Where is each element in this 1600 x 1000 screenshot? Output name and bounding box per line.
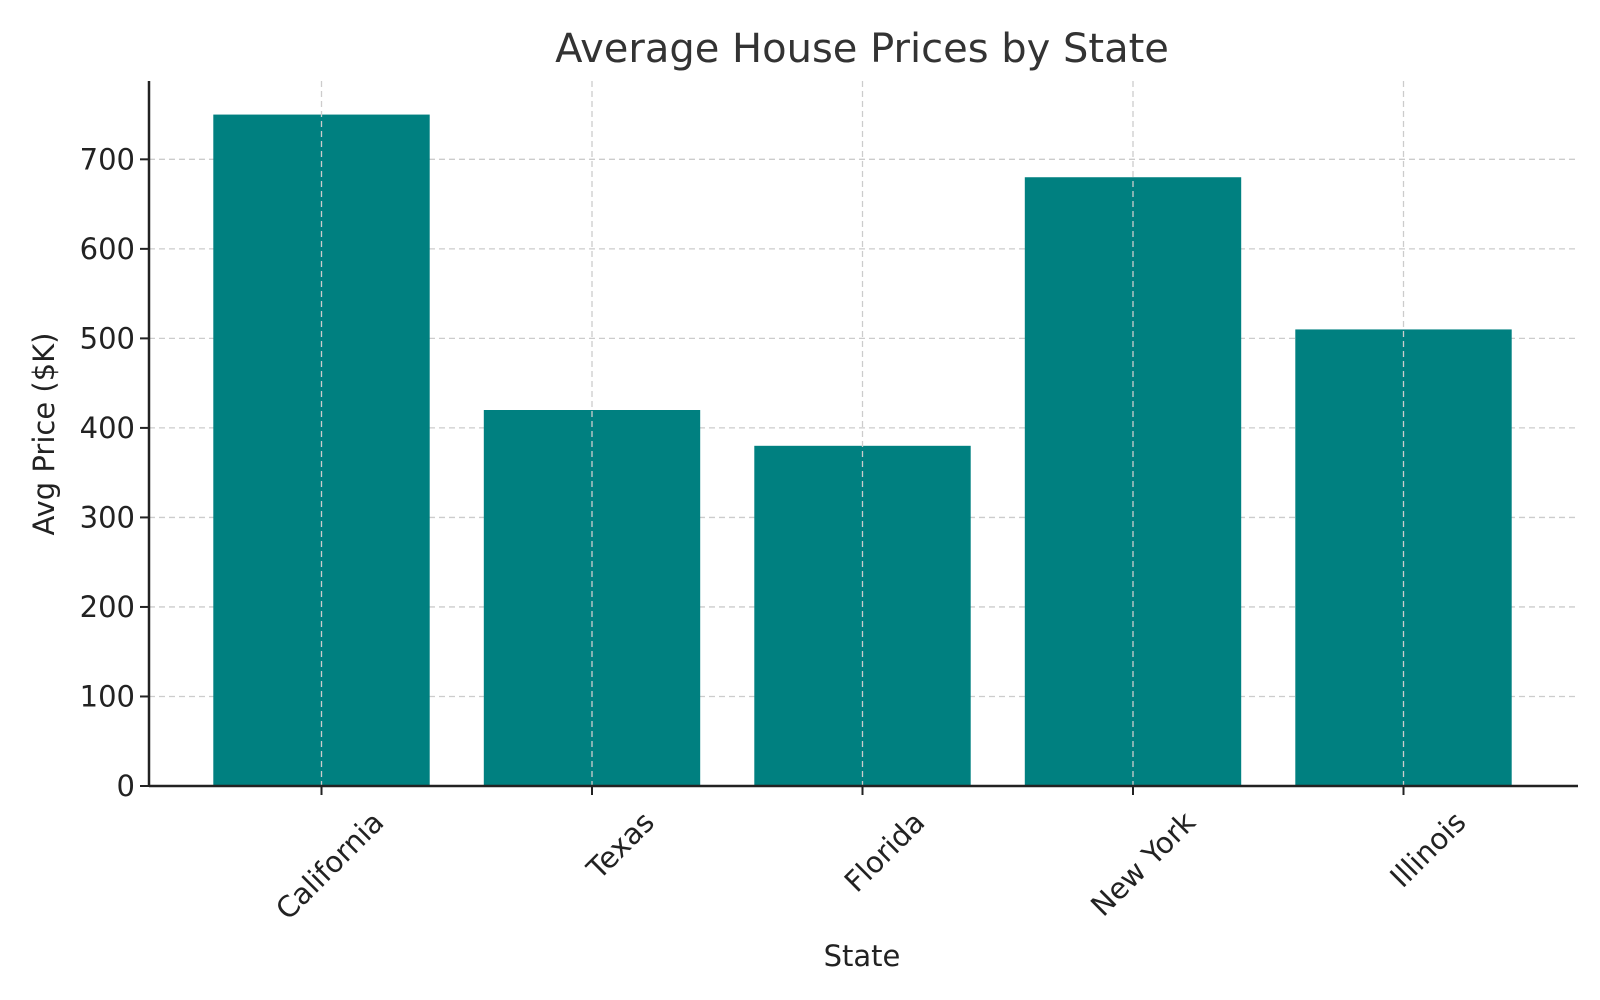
y-tick-label: 700	[80, 142, 135, 176]
y-ticks-layer: 0 100 200 300 400 500 600 700	[80, 142, 149, 803]
y-tick-label: 0	[117, 769, 135, 803]
y-tick-label: 200	[80, 590, 135, 624]
bar-illinois	[1295, 329, 1512, 786]
y-tick-label: 500	[80, 321, 135, 355]
x-axis-label: State	[824, 939, 901, 973]
x-ticks-layer: California Texas Florida New York Illinois	[269, 786, 1472, 926]
y-tick-label: 300	[80, 500, 135, 534]
y-axis-label: Avg Price ($K)	[27, 333, 61, 536]
x-tick-label: California	[269, 805, 390, 926]
y-tick-label: 100	[80, 679, 135, 713]
x-tick-label: New York	[1084, 805, 1202, 923]
chart-title: Average House Prices by State	[555, 26, 1169, 72]
x-grid-layer	[320, 81, 1405, 786]
x-tick-label: Florida	[838, 805, 932, 899]
x-tick-label: Texas	[580, 805, 661, 886]
y-tick-label: 400	[80, 411, 135, 445]
bars-layer	[213, 114, 1512, 787]
x-tick-label: Illinois	[1383, 805, 1472, 894]
y-tick-label: 600	[80, 232, 135, 266]
